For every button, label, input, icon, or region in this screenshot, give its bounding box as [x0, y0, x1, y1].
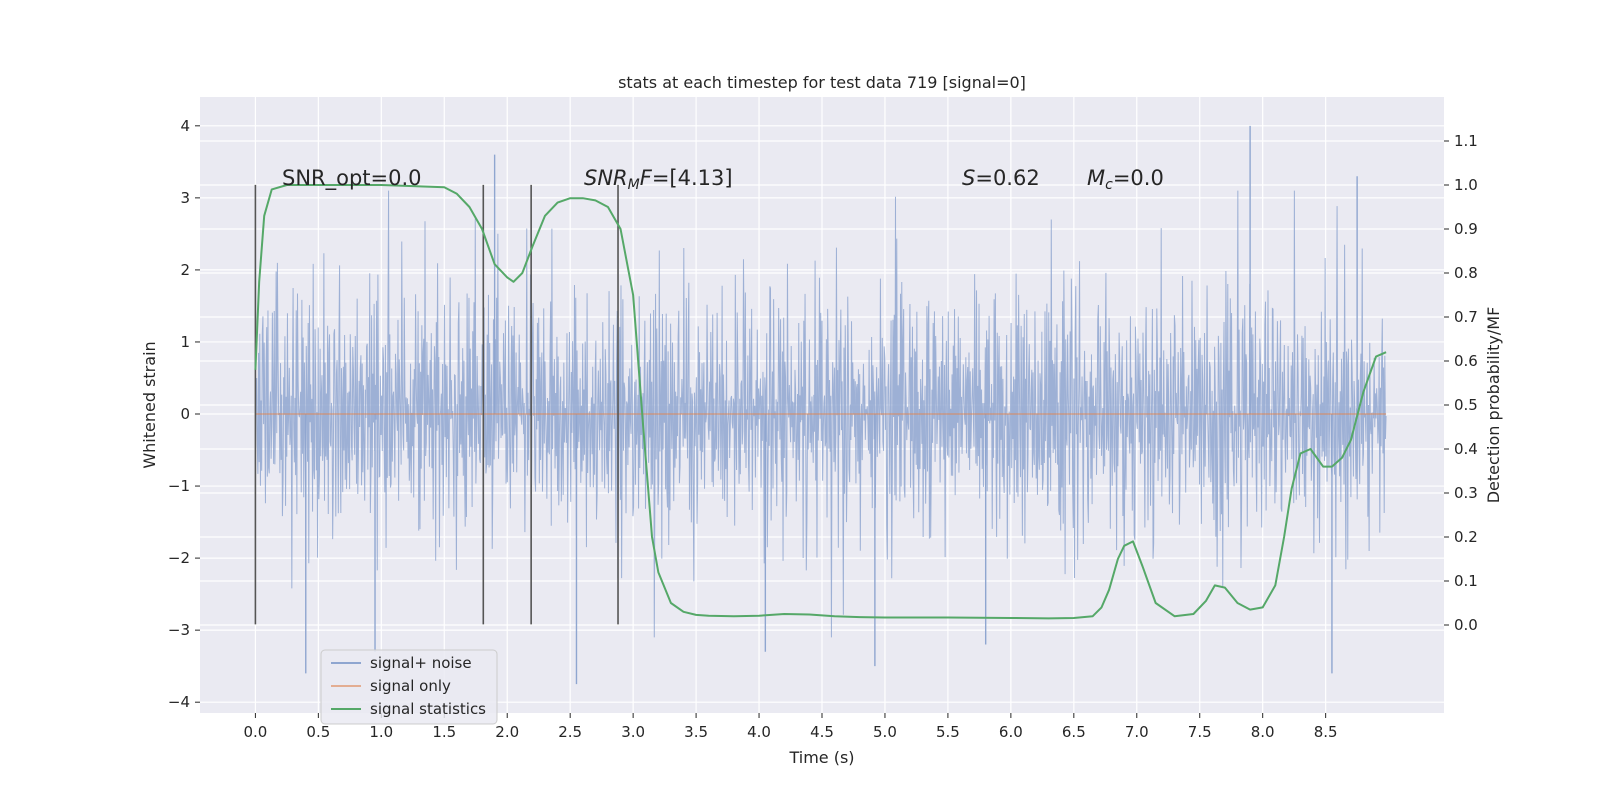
y-tick-label: 1	[180, 333, 190, 351]
snr-mf-annotation: SNRMF=[4.13]	[584, 166, 733, 193]
right-tick-label: 1.0	[1454, 176, 1478, 194]
legend-label-stats: signal statistics	[370, 700, 486, 718]
right-axis-label: Detection probability/MF	[1484, 307, 1503, 504]
legend-label-signal: signal only	[370, 677, 451, 695]
y-tick-label: −2	[168, 549, 190, 567]
x-axis-ticks: 0.0 0.5 1.0 1.5 2.0 2.5 3.0 3.5 4.0 4.5 5.0 5.5 6.0 6…	[243, 713, 1338, 741]
chart-title: stats at each timestep for test data 719…	[618, 73, 1026, 92]
x-tick-label: 3.5	[684, 723, 708, 741]
x-tick-label: 1.0	[369, 723, 393, 741]
x-tick-label: 0.0	[243, 723, 267, 741]
right-tick-label: 0.5	[1454, 396, 1478, 414]
y-tick-label: −3	[168, 621, 190, 639]
x-tick-label: 5.5	[936, 723, 960, 741]
x-tick-label: 8.5	[1314, 723, 1338, 741]
right-tick-label: 0.2	[1454, 528, 1478, 546]
right-tick-label: 0.8	[1454, 264, 1478, 282]
snr-opt-annotation: SNR_opt=0.0	[282, 166, 422, 191]
y-tick-label: 0	[180, 405, 190, 423]
annotations: SNR_opt=0.0 SNRMF=[4.13] S=0.62 Mc=0.0	[282, 166, 1164, 193]
x-tick-label: 3.0	[621, 723, 645, 741]
right-tick-label: 0.1	[1454, 572, 1478, 590]
right-tick-label: 0.7	[1454, 308, 1478, 326]
y-axis-ticks: 4 3 2 1 0 −1 −2 −3 −4	[168, 117, 200, 711]
x-tick-label: 0.5	[306, 723, 330, 741]
right-tick-label: 1.1	[1454, 132, 1478, 150]
x-tick-label: 7.5	[1188, 723, 1212, 741]
right-axis-ticks: 1.1 1.0 0.9 0.8 0.7 0.6 0.5 0.4 0.3 0.2 0.1 0.0	[1444, 132, 1478, 634]
x-tick-label: 6.5	[1062, 723, 1086, 741]
right-tick-label: 0.4	[1454, 440, 1478, 458]
x-tick-label: 2.5	[558, 723, 582, 741]
x-tick-label: 5.0	[873, 723, 897, 741]
noise-trace	[254, 190, 1387, 638]
statistics-line	[254, 184, 1387, 620]
x-tick-label: 8.0	[1251, 723, 1275, 741]
legend-label-noise: signal+ noise	[370, 654, 472, 672]
right-tick-label: 0.0	[1454, 616, 1478, 634]
right-tick-label: 0.3	[1454, 484, 1478, 502]
vertical-markers	[254, 184, 619, 625]
right-tick-label: 0.9	[1454, 220, 1478, 238]
x-axis-label: Time (s)	[788, 748, 854, 767]
y-tick-label: 4	[180, 117, 190, 135]
x-tick-label: 2.0	[495, 723, 519, 741]
x-tick-label: 4.0	[747, 723, 771, 741]
s-annotation: S=0.62	[962, 166, 1040, 190]
x-tick-label: 6.0	[999, 723, 1023, 741]
x-tick-label: 1.5	[432, 723, 456, 741]
legend: signal+ noise signal only signal statist…	[320, 649, 498, 725]
y-tick-label: 3	[180, 189, 190, 207]
y-tick-label: 2	[180, 261, 190, 279]
y-tick-label: −1	[168, 477, 190, 495]
y-axis-label: Whitened strain	[140, 341, 159, 468]
signal-noise-series	[254, 125, 1387, 685]
x-tick-label: 4.5	[810, 723, 834, 741]
legend-box	[320, 649, 498, 725]
right-tick-label: 0.6	[1454, 352, 1478, 370]
x-tick-label: 7.0	[1125, 723, 1149, 741]
signal-statistics-series	[254, 184, 1387, 620]
y-tick-label: −4	[168, 693, 190, 711]
mc-annotation: Mc=0.0	[1087, 166, 1164, 193]
